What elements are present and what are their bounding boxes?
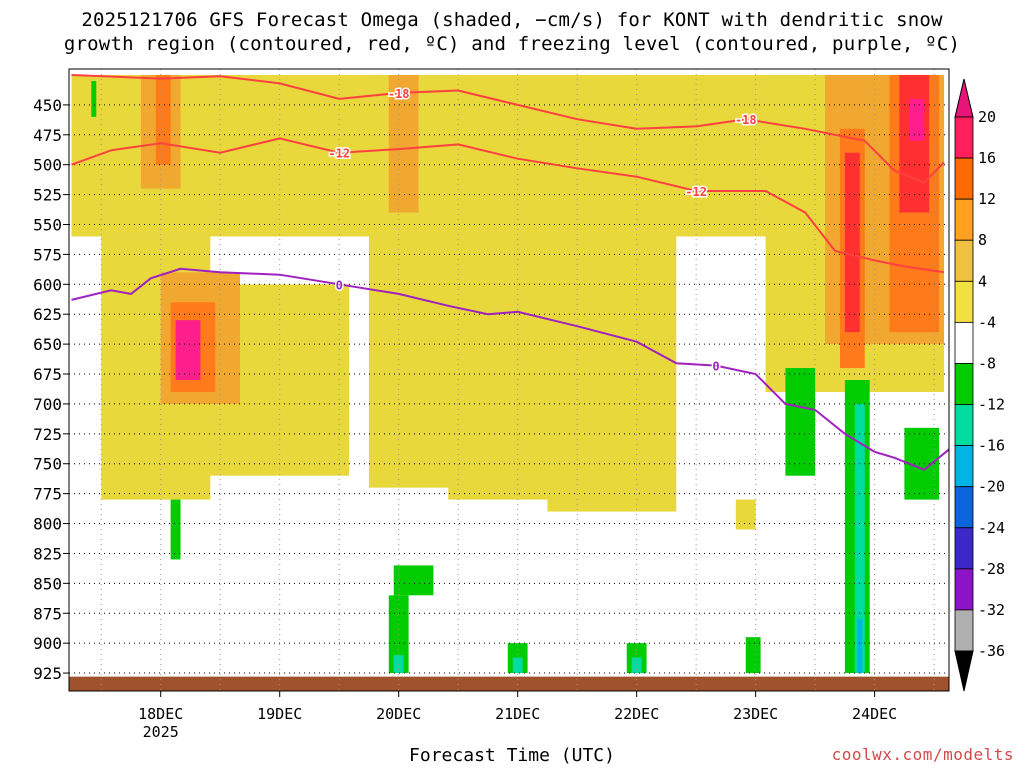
ytick-label-725: 725	[33, 425, 62, 444]
dgz-contour-m18-label-1: -18	[735, 113, 757, 127]
colorbar-label-9: -20	[978, 478, 1005, 496]
omega-cell-32	[512, 657, 523, 674]
omega-cell-18	[175, 320, 201, 380]
dgz-contour-m12-label-0: -12	[328, 147, 350, 161]
ytick-label-450: 450	[33, 96, 62, 115]
ytick-label-675: 675	[33, 365, 62, 384]
dgz-contour-m12	[71, 137, 945, 274]
colorbar-label-12: -32	[978, 601, 1005, 619]
xtick-label-24DEC: 24DEC	[852, 705, 897, 723]
freezing-level-contour	[71, 267, 949, 471]
colorbar-swatch-9	[954, 486, 974, 529]
colorbar-label-13: -36	[978, 642, 1005, 660]
ytick-label-525: 525	[33, 186, 62, 205]
colorbar-label-7: -12	[978, 396, 1005, 414]
colorbar-label-4: 4	[978, 272, 987, 290]
colorbar-label-3: 8	[978, 231, 987, 249]
omega-shading	[71, 74, 945, 674]
colorbar-label-5: -4	[978, 313, 996, 331]
colorbar-label-2: 12	[978, 190, 996, 208]
omega-cell-19	[909, 98, 925, 141]
xtick-label-18DEC: 18DEC	[138, 705, 183, 723]
plot-gridlines	[69, 69, 949, 691]
freezing-level-contour-label-1: 0	[712, 360, 719, 374]
omega-cell-26	[745, 637, 761, 674]
colorbar-swatch-3	[954, 239, 974, 282]
dgz-contour-m18	[71, 74, 945, 184]
colorbar-swatch-4	[954, 280, 974, 323]
ytick-label-825: 825	[33, 544, 62, 563]
xtick-label-23DEC: 23DEC	[733, 705, 778, 723]
chart-title-line-1: 2025121706 GFS Forecast Omega (shaded, −…	[81, 9, 943, 31]
chart-title-line-2: growth region (contoured, red, ºC) and f…	[63, 33, 961, 55]
colorbar-top-arrow	[954, 78, 974, 118]
colorbar-swatch-7	[954, 404, 974, 447]
colorbar-swatch-2	[954, 198, 974, 241]
plot-frame	[68, 68, 950, 692]
x-axis-label: Forecast Time (UTC)	[409, 745, 615, 766]
ytick-label-550: 550	[33, 216, 62, 235]
ytick-label-700: 700	[33, 395, 62, 414]
xtick-label-20DEC: 20DEC	[376, 705, 421, 723]
ground-terrain	[69, 676, 949, 691]
colorbar-label-1: 16	[978, 149, 996, 167]
colorbar-swatch-5	[954, 321, 974, 364]
xtick-sublabel-18DEC: 2025	[143, 723, 179, 741]
colorbar-swatch-1	[954, 157, 974, 200]
pressure-axis: 450 475 500 525 550 575 600 625 650 675 700 725 750 7…	[33, 96, 69, 683]
omega-cell-5	[547, 140, 677, 512]
colorbar-legend: 20 16 12 8 4 -4 -8 -12 -16 -20 -24 -28 -32 -36	[954, 78, 1005, 692]
xtick-label-21DEC: 21DEC	[495, 705, 540, 723]
colorbar-label-6: -8	[978, 354, 996, 372]
omega-cell-6	[735, 499, 756, 530]
ytick-label-575: 575	[33, 245, 62, 264]
ytick-label-475: 475	[33, 126, 62, 145]
credit-link[interactable]: coolwx.com/modelts	[831, 745, 1014, 764]
dgz-contour-m18-label-0: -18	[388, 87, 410, 101]
omega-cell-12	[155, 74, 171, 165]
colorbar-swatch-12	[954, 609, 974, 652]
colorbar-label-0: 20	[978, 108, 996, 126]
ytick-label-650: 650	[33, 335, 62, 354]
omega-cell-33	[631, 657, 642, 674]
ytick-label-800: 800	[33, 515, 62, 534]
temperature-contours: -18 -18 -12 -12 0 0	[71, 74, 949, 471]
colorbar-swatch-6	[954, 363, 974, 405]
colorbar-swatch-10	[954, 527, 974, 570]
ytick-label-875: 875	[33, 604, 62, 623]
xtick-label-22DEC: 22DEC	[614, 705, 659, 723]
dgz-contour-m12-label-1: -12	[685, 185, 707, 199]
omega-cell-17	[899, 74, 930, 213]
ytick-label-500: 500	[33, 156, 62, 175]
colorbar-bottom-arrow	[954, 650, 974, 692]
colorbar-swatch-8	[954, 445, 974, 488]
freezing-level-contour-label-0: 0	[336, 278, 343, 292]
ytick-label-600: 600	[33, 275, 62, 294]
xtick-label-19DEC: 19DEC	[257, 705, 302, 723]
ytick-label-925: 925	[33, 664, 62, 683]
omega-cell-27	[785, 368, 816, 476]
colorbar-label-8: -16	[978, 437, 1005, 455]
colorbar-swatch-11	[954, 568, 974, 611]
omega-cell-4	[448, 164, 558, 500]
omega-cell-10	[388, 74, 419, 213]
omega-cell-22	[393, 565, 434, 596]
ytick-label-625: 625	[33, 305, 62, 324]
omega-cell-30	[854, 403, 865, 674]
colorbar-label-10: -24	[978, 519, 1005, 537]
ytick-label-850: 850	[33, 574, 62, 593]
ytick-label-900: 900	[33, 634, 62, 653]
ytick-label-775: 775	[33, 485, 62, 504]
ytick-label-750: 750	[33, 455, 62, 474]
omega-cell-20	[91, 80, 97, 117]
colorbar-swatch-0	[954, 116, 974, 159]
omega-cell-34	[857, 619, 863, 674]
colorbar-label-11: -28	[978, 560, 1005, 578]
ground-band	[69, 676, 949, 691]
omega-cell-16	[844, 152, 860, 333]
omega-cell-21	[170, 499, 181, 560]
